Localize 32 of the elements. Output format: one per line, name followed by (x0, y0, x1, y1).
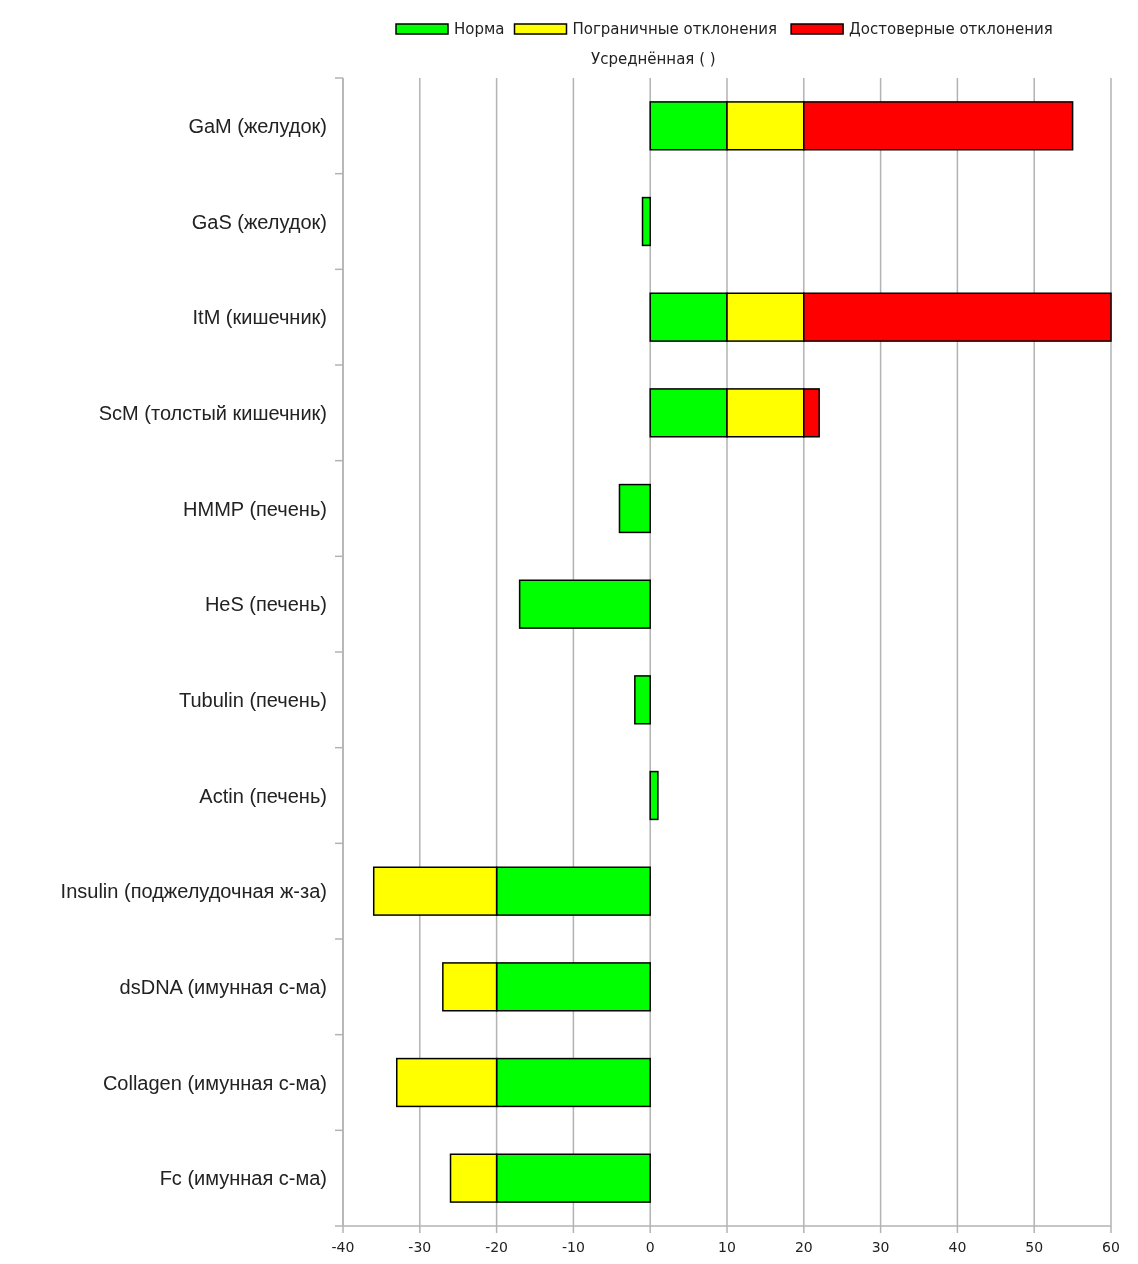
x-tick-label: 60 (1102, 1239, 1120, 1255)
bar (634, 675, 651, 725)
bar (518, 579, 651, 629)
y-tick-label: Collagen (имунная с-ма) (102, 1071, 327, 1094)
y-tick-label: HMMP (печень) (183, 497, 327, 520)
x-tick-label: 30 (871, 1239, 890, 1255)
bar (649, 770, 659, 821)
y-tick-label: Insulin (поджелудочная ж-за) (60, 880, 327, 903)
x-tick-label: -10 (561, 1239, 585, 1255)
y-tick-label: GaM (желудок) (188, 114, 327, 137)
x-tick-label: 10 (718, 1239, 736, 1255)
legend-label: Пограничные отклонения (572, 20, 777, 38)
x-tick-label: 50 (1025, 1239, 1044, 1255)
x-tick-label: -20 (485, 1239, 509, 1255)
y-tick-label: ScM (толстый кишечник) (98, 401, 327, 424)
x-tick-label: 0 (645, 1239, 655, 1255)
y-tick-label: Tubulin (печень) (178, 688, 327, 711)
y-tick-label: Actin (печень) (199, 784, 327, 807)
x-tick-label: 40 (948, 1239, 967, 1255)
x-tick-label: -30 (408, 1239, 432, 1255)
legend-label: Норма (454, 20, 505, 38)
y-tick-label: GaS (желудок) (191, 210, 327, 233)
legend-label: Достоверные отклонения (849, 20, 1053, 38)
bar (641, 196, 651, 247)
x-tick-label: -40 (331, 1239, 355, 1255)
y-tick-label: ItM (кишечник) (192, 306, 327, 329)
y-tick-label: HeS (печень) (204, 593, 327, 616)
y-tick-label: dsDNA (имунная с-ма) (119, 975, 327, 998)
y-tick-label: Fc (имунная с-ма) (159, 1167, 327, 1190)
bar (618, 483, 651, 534)
x-tick-label: 20 (794, 1239, 813, 1255)
chart-title: Усреднённая ( ) (591, 50, 716, 68)
